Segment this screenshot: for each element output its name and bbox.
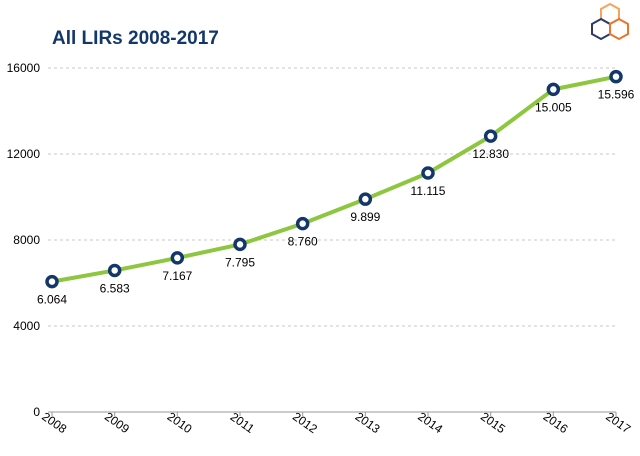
y-tick-label: 8000 [13, 233, 40, 247]
data-point [295, 216, 310, 231]
data-point [421, 166, 435, 180]
data-markers [45, 69, 623, 289]
data-label: 6.583 [100, 281, 130, 295]
data-point [45, 274, 59, 289]
data-point [546, 82, 561, 97]
x-tick-label: 2017 [603, 409, 633, 436]
grid-lines [48, 67, 616, 327]
data-label: 9.899 [350, 210, 380, 224]
data-point [233, 237, 247, 252]
data-label: 15.005 [535, 100, 572, 114]
data-point [107, 263, 122, 278]
x-tick-label: 2016 [541, 409, 571, 436]
x-tick-label: 2009 [102, 409, 132, 436]
x-tick-label: 2015 [478, 409, 508, 436]
chart-title: All LIRs 2008-2017 [52, 28, 219, 49]
x-tick-label: 2010 [165, 409, 195, 436]
axes [48, 411, 617, 416]
x-tick-labels: 2008 2009 2010 2011 2012 2013 2014 2015 2016 2017 [39, 409, 633, 436]
y-tick-label: 12000 [7, 147, 41, 161]
x-tick-label: 2012 [290, 409, 320, 436]
x-tick-label: 2011 [228, 410, 257, 436]
data-point [609, 69, 623, 84]
data-point [358, 192, 373, 206]
data-label: 6.064 [37, 293, 67, 307]
data-label: 11.115 [411, 184, 446, 198]
y-tick-label: 0 [33, 405, 40, 419]
data-label: 7.795 [225, 255, 255, 269]
data-label: 8.760 [288, 235, 318, 249]
data-label: 7.167 [162, 269, 192, 283]
y-tick-labels: 0 4000 8000 12000 16000 [7, 61, 41, 419]
y-tick-label: 4000 [13, 319, 40, 333]
x-tick-label: 2013 [353, 409, 383, 436]
data-label: 12.830 [472, 147, 509, 161]
y-tick-label: 16000 [7, 61, 41, 75]
data-label: 15.596 [598, 88, 635, 102]
x-tick-label: 2014 [415, 409, 445, 436]
data-point [483, 129, 498, 143]
data-point [170, 251, 185, 265]
series-line [50, 74, 618, 284]
x-tick-label: 2008 [39, 409, 69, 436]
data-labels: 6.064 6.583 7.167 7.795 8.760 9.899 11.115 12.8… [37, 88, 635, 307]
series-line [50, 74, 618, 284]
hexagon-cluster-logo-icon [591, 2, 629, 41]
